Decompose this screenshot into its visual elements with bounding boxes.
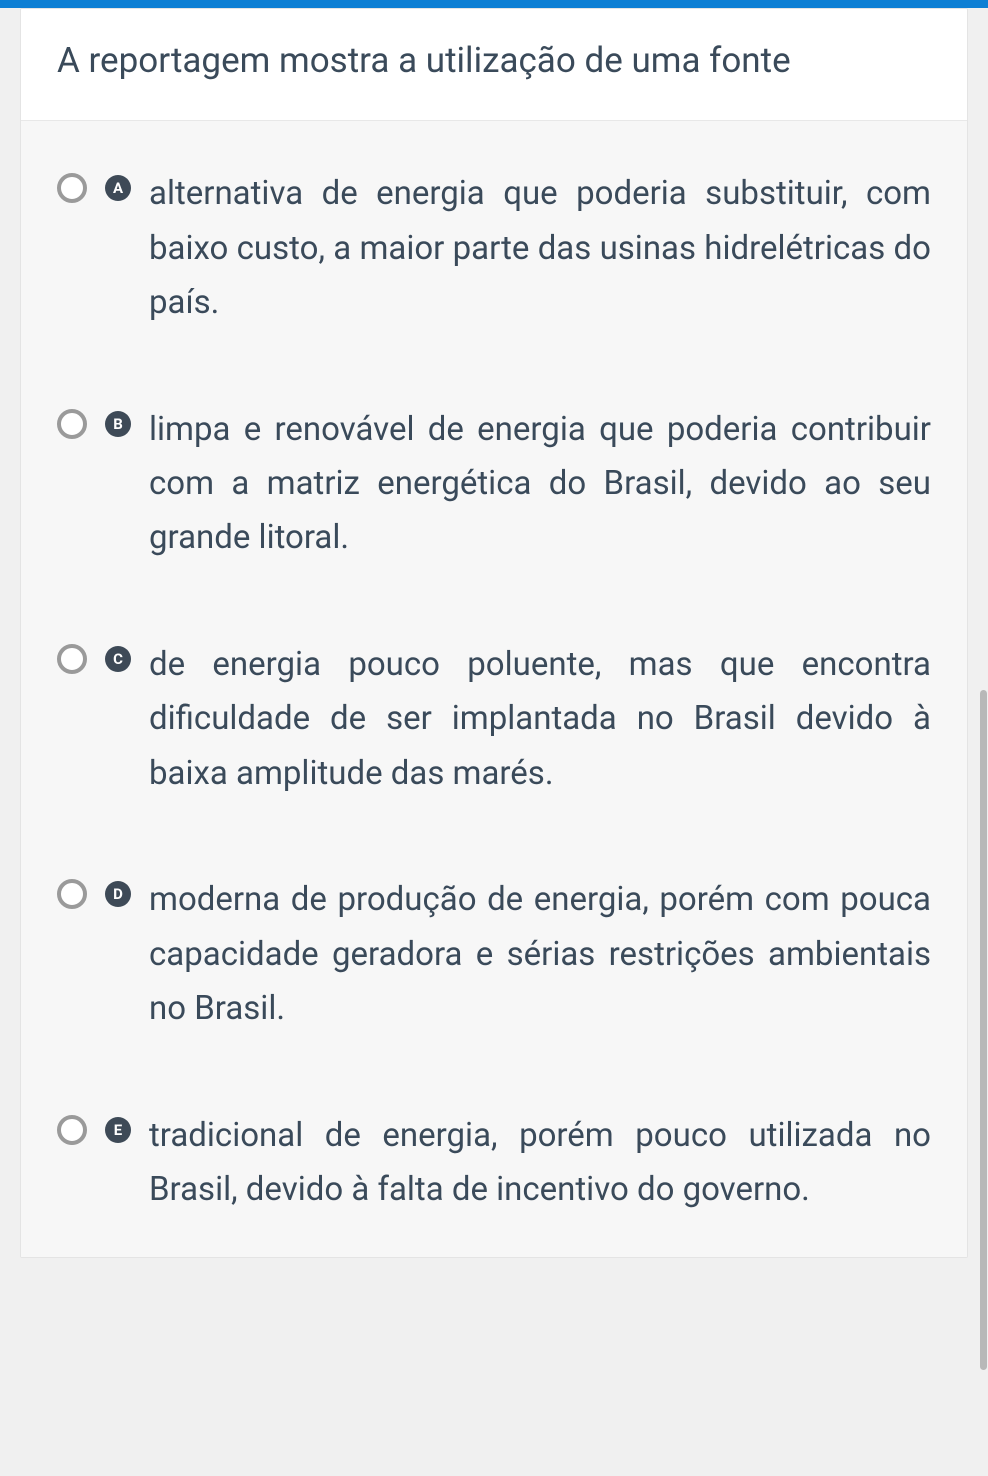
option-d[interactable]: D moderna de produção de energia, porém … <box>57 873 931 1036</box>
option-letter-badge: A <box>105 175 131 201</box>
option-b[interactable]: B limpa e renovável de energia que poder… <box>57 403 931 566</box>
radio-icon[interactable] <box>57 409 87 439</box>
option-text: moderna de produção de energia, porém co… <box>149 873 931 1036</box>
option-text: limpa e renovável de energia que poderia… <box>149 403 931 566</box>
option-c[interactable]: C de energia pouco poluente, mas que enc… <box>57 638 931 801</box>
radio-icon[interactable] <box>57 879 87 909</box>
radio-icon[interactable] <box>57 173 87 203</box>
option-letter-badge: E <box>105 1117 131 1143</box>
question-header: A reportagem mostra a utilização de uma … <box>21 9 967 121</box>
option-letter-badge: D <box>105 881 131 907</box>
radio-icon[interactable] <box>57 1115 87 1145</box>
question-card: A reportagem mostra a utilização de uma … <box>20 8 968 1258</box>
option-text: de energia pouco poluente, mas que encon… <box>149 638 931 801</box>
option-text: tradicional de energia, porém pouco util… <box>149 1109 931 1218</box>
scrollbar-thumb[interactable] <box>980 690 987 1370</box>
question-text: A reportagem mostra a utilização de uma … <box>57 37 931 84</box>
top-accent-bar <box>0 0 988 8</box>
option-a[interactable]: A alternativa de energia que poderia sub… <box>57 167 931 330</box>
option-letter-badge: C <box>105 646 131 672</box>
options-area: A alternativa de energia que poderia sub… <box>21 121 967 1257</box>
radio-icon[interactable] <box>57 644 87 674</box>
option-text: alternativa de energia que poderia subst… <box>149 167 931 330</box>
option-e[interactable]: E tradicional de energia, porém pouco ut… <box>57 1109 931 1218</box>
option-letter-badge: B <box>105 411 131 437</box>
